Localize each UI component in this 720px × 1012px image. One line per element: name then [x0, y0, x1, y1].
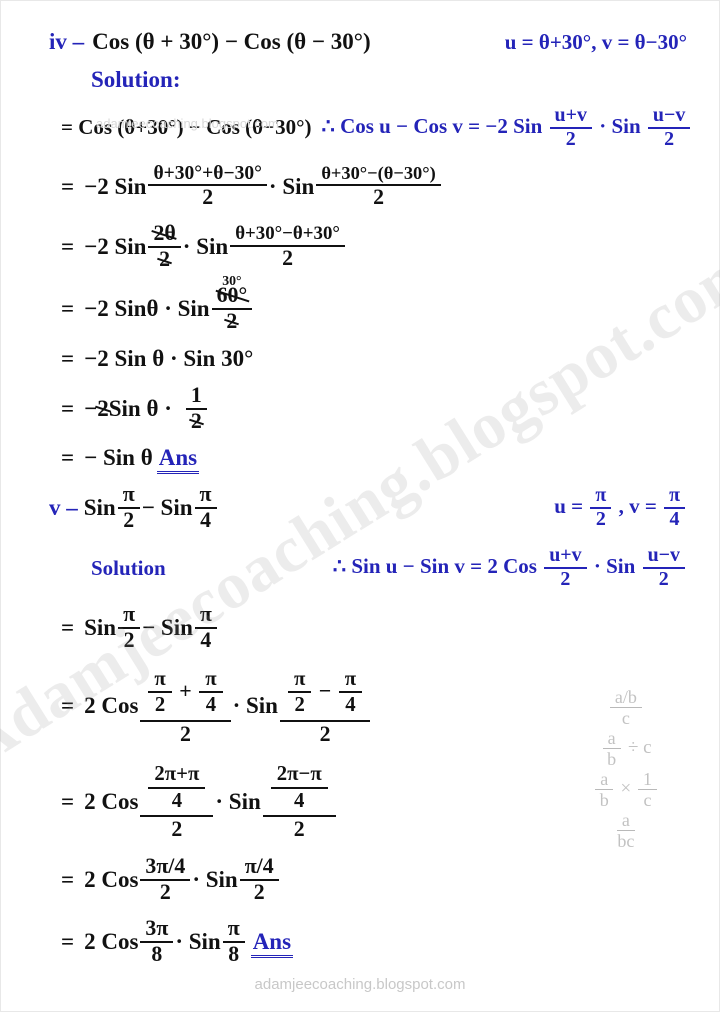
solution-label-iv: Solution:: [49, 67, 687, 93]
problem-number-iv: iv –: [49, 29, 84, 55]
problem-iv-expression: Cos (θ + 30°) − Cos (θ − 30°): [92, 29, 370, 55]
formula-cos-diff: ∴ Cos u − Cos v = −2 Sin u+v2 · Sin u−v2: [321, 105, 692, 151]
math-worksheet-page: adamjeecoaching.blogspot.com Adamjeecoac…: [1, 1, 719, 1011]
problem-v-uv: u = π2 , v = π4: [554, 485, 687, 531]
problem-iv-step3: = −2 Sin 2θ2 · Sin θ+30°−θ+30°2: [49, 222, 687, 272]
problem-v-step4: = 2 Cos 3π/42 · Sin π/42: [49, 855, 687, 905]
answer-label-v: Ans: [253, 929, 291, 955]
problem-number-v: v –: [49, 495, 78, 521]
problem-iv-uv: u = θ+30°, v = θ−30°: [505, 30, 687, 55]
problem-iv-header: iv – Cos (θ + 30°) − Cos (θ − 30°) u = θ…: [49, 29, 687, 55]
answer-label-iv: Ans: [159, 445, 197, 471]
watermark-url-bottom: adamjeecoaching.blogspot.com: [1, 976, 719, 993]
problem-v-step3: = 2 Cos 2π+π4 2 · Sin 2π−π4 2: [49, 760, 687, 843]
problem-iv-step2: = −2 Sin θ+30°+θ−30°2 · Sin θ+30°−(θ−30°…: [49, 163, 687, 210]
formula-sin-diff: ∴ Sin u − Sin v = 2 Cos u+v2 · Sin u−v2: [333, 545, 687, 591]
solution-label-v: Solution ∴ Sin u − Sin v = 2 Cos u+v2 · …: [49, 545, 687, 591]
side-calculation: a/bc ab ÷ c ab × 1c abc: [593, 687, 659, 851]
watermark-url-top: adamjeecoaching.blogspot.com: [96, 116, 279, 131]
problem-v-answer: = 2 Cos 3π8 · Sin π8 Ans: [49, 917, 687, 967]
